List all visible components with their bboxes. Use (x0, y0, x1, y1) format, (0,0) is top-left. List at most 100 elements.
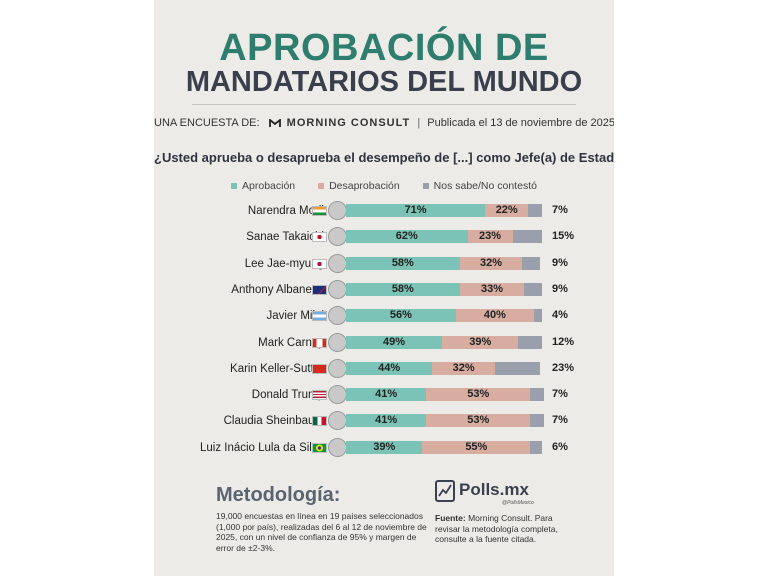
label-approval: 41% (375, 414, 398, 426)
bar-no-answer (494, 362, 541, 375)
bar-disapproval (455, 309, 535, 322)
bar-no-answer (530, 388, 544, 401)
legend-label-approval: Aprobación (242, 180, 296, 192)
label-no-answer: 23% (552, 362, 575, 374)
mexico-flag-icon (312, 416, 327, 426)
title-line-1: APROBACIÓN DE (219, 27, 549, 69)
source-text: Morning Consult. Para revisar la metodol… (435, 513, 558, 544)
published-date: Publicada el 13 de noviembre de 2025 (427, 117, 614, 129)
label-approval: 44% (378, 362, 401, 374)
label-approval: 56% (389, 309, 412, 321)
label-approval: 58% (391, 257, 414, 269)
bar-approval (346, 257, 460, 270)
source-label: Fuente: (435, 513, 466, 523)
bar-approval (346, 204, 486, 217)
label-disapproval: 53% (467, 388, 490, 400)
bar-approval (346, 336, 443, 349)
leader-portrait (328, 254, 347, 273)
bar-disapproval (442, 336, 519, 349)
leader-name: Claudia Sheinbaum (223, 415, 324, 427)
leader-portrait (328, 411, 347, 430)
label-disapproval: 55% (465, 441, 488, 453)
legend-item-no-answer: Nos sabe/No contestó (422, 180, 537, 192)
label-disapproval: 22% (495, 204, 518, 216)
legend-swatch-approval (231, 183, 238, 190)
japan-flag-icon (312, 232, 327, 242)
bar-no-answer (530, 441, 542, 454)
source-note: Fuente: Morning Consult. Para revisar la… (435, 513, 575, 545)
bar-no-answer (534, 309, 542, 322)
leader-portrait (328, 227, 347, 246)
bar-disapproval (426, 388, 531, 401)
brazil-flag-icon (312, 443, 327, 453)
india-flag-icon (312, 206, 327, 216)
bar-approval (346, 388, 427, 401)
leader-portrait (328, 385, 347, 404)
leader-portrait (328, 306, 347, 325)
leader-name: Mark Carney (258, 337, 324, 349)
label-no-answer: 9% (552, 257, 568, 269)
leader-name: Donald Trump (251, 389, 324, 401)
label-disapproval: 53% (467, 414, 490, 426)
leader-portrait (328, 438, 347, 457)
label-approval: 58% (391, 283, 414, 295)
bar-no-answer (518, 336, 542, 349)
bar-approval (346, 441, 423, 454)
bar-no-answer (512, 230, 542, 243)
bar-disapproval (432, 362, 495, 375)
divider (192, 104, 576, 105)
leader-name: Sanae Takaichi (246, 231, 324, 243)
argentina-flag-icon (312, 311, 327, 321)
leader-name: Karin Keller-Sutter (230, 363, 324, 375)
label-disapproval: 40% (483, 309, 506, 321)
legend-swatch-no-answer (422, 183, 429, 190)
label-no-answer: 15% (552, 230, 575, 242)
bar-approval (346, 362, 433, 375)
infographic: APROBACIÓN DE MANDATARIOS DEL MUNDO UNA … (154, 0, 614, 576)
label-disapproval: 39% (469, 336, 492, 348)
bar-disapproval (426, 414, 531, 427)
leader-portrait (328, 280, 347, 299)
legend-item-disapproval: Desaprobación (318, 180, 400, 192)
legend-swatch-disapproval (318, 183, 325, 190)
label-disapproval: 32% (480, 257, 503, 269)
label-disapproval: 23% (479, 230, 502, 242)
label-approval: 62% (395, 230, 418, 242)
methodology-text: 19,000 encuestas en línea en 19 países s… (216, 511, 427, 553)
chart-question: ¿Usted aprueba o desaprueba el desempeño… (154, 150, 614, 165)
usa-flag-icon (312, 390, 327, 400)
leader-name: Javier Milei (266, 310, 324, 322)
label-no-answer: 12% (552, 336, 575, 348)
bar-disapproval (467, 230, 513, 243)
label-disapproval: 32% (452, 362, 475, 374)
bar-approval (346, 283, 460, 296)
bar-disapproval (485, 204, 529, 217)
morning-consult-logo-icon (268, 117, 281, 127)
legend-item-approval: Aprobación (231, 180, 295, 192)
leader-portrait (328, 359, 347, 378)
bar-disapproval (459, 257, 523, 270)
bar-no-answer (530, 414, 544, 427)
methodology-title: Metodología: (216, 484, 341, 506)
bar-no-answer (524, 283, 542, 296)
label-approval: 71% (404, 204, 427, 216)
leader-portrait (328, 201, 347, 220)
label-disapproval: 33% (480, 283, 504, 295)
label-no-answer: 7% (552, 388, 568, 400)
bar-approval (346, 309, 456, 322)
survey-prefix: UNA ENCUESTA DE: (154, 117, 260, 129)
canada-flag-icon (312, 338, 327, 348)
leader-name: Narendra Modi (247, 205, 324, 217)
legend-label-no-answer: Nos sabe/No contestó (433, 180, 537, 192)
label-approval: 39% (373, 441, 396, 453)
title-line-2: MANDATARIOS DEL MUNDO (185, 66, 583, 98)
bar-approval (346, 414, 427, 427)
chart-legend: Aprobación Desaprobación Nos sabe/No con… (154, 180, 614, 192)
switzerland-flag-icon (312, 364, 327, 374)
label-no-answer: 9% (552, 283, 568, 295)
polls-logo-text: Polls.mx (459, 480, 529, 499)
leader-name: Anthony Albanese (231, 284, 324, 296)
legend-label-disapproval: Desaprobación (329, 180, 400, 192)
survey-credit: UNA ENCUESTA DE: MORNING CONSULT | Publi… (154, 117, 614, 129)
survey-brand: MORNING CONSULT (286, 117, 411, 129)
